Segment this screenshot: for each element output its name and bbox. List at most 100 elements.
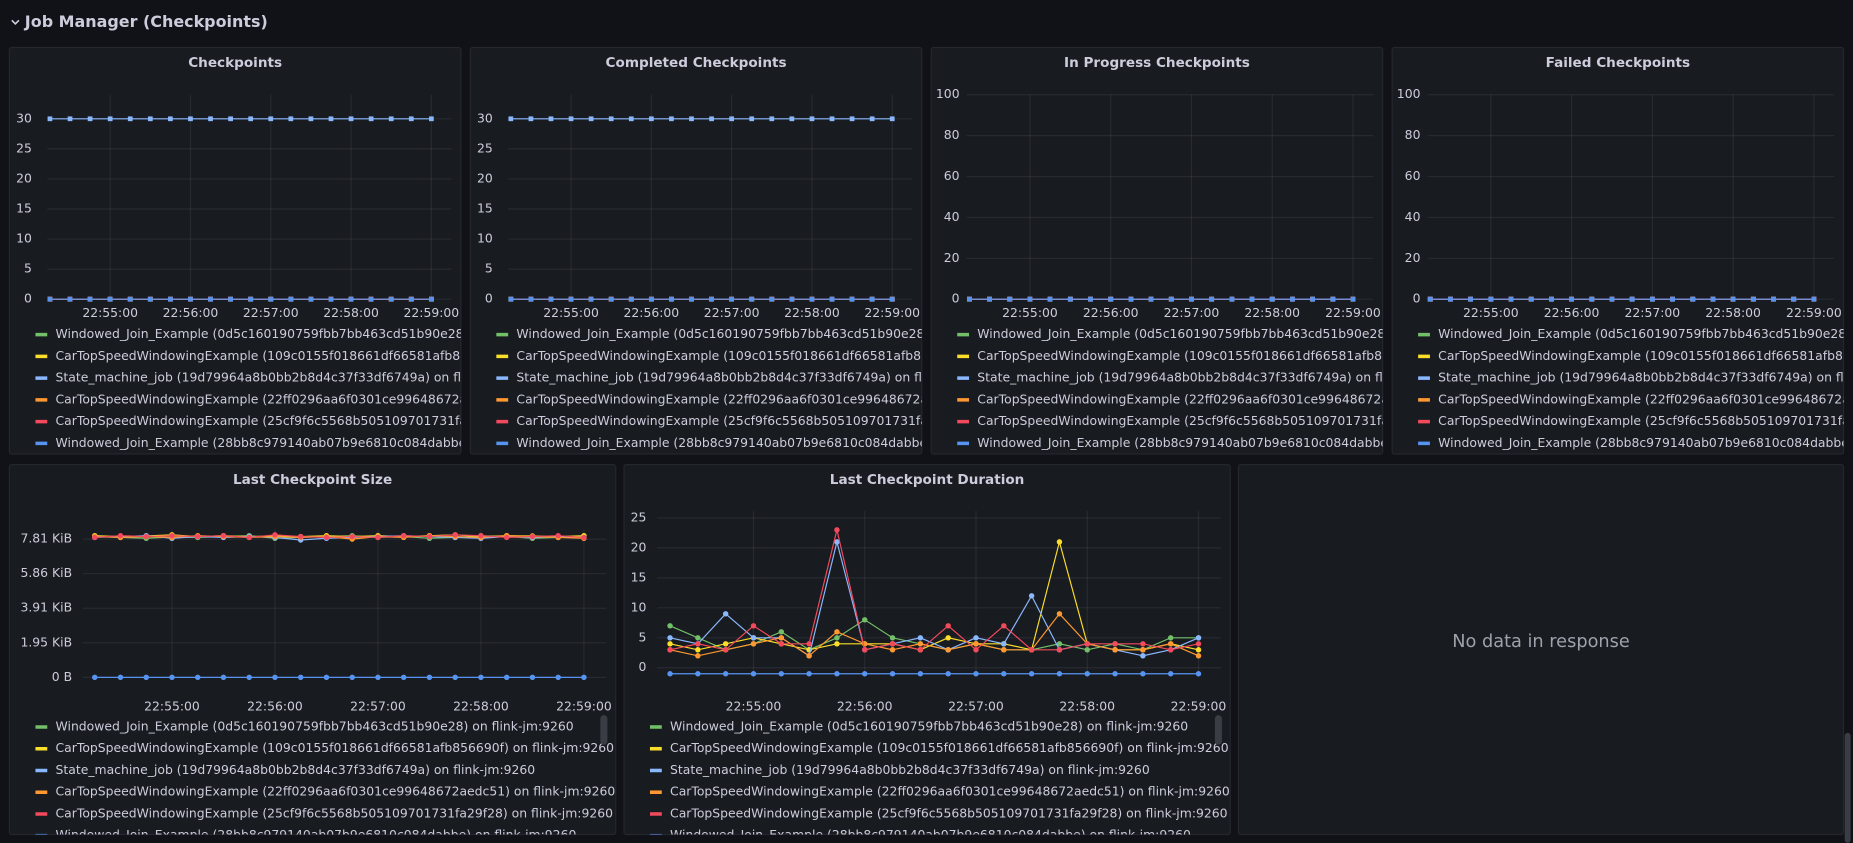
data-point bbox=[568, 296, 574, 302]
row-title[interactable]: Job Manager (Checkpoints) bbox=[24, 12, 268, 31]
data-point bbox=[528, 116, 534, 122]
data-point bbox=[987, 296, 992, 302]
data-point bbox=[945, 671, 951, 677]
data-point bbox=[667, 641, 673, 647]
data-point bbox=[1088, 296, 1093, 302]
y-tick-label: 40 bbox=[1405, 209, 1421, 224]
no-data-message: No data in response bbox=[1452, 632, 1630, 652]
data-point bbox=[917, 635, 924, 641]
data-point bbox=[1195, 647, 1202, 653]
y-tick-label: 0 bbox=[639, 659, 647, 674]
x-tick-label: 22:58:00 bbox=[1244, 305, 1300, 320]
legend-label: State_machine_job (19d79964a8b0bb2b8d4c3… bbox=[670, 762, 1150, 777]
data-point bbox=[272, 532, 278, 538]
legend-label: Windowed_Join_Example (0d5c160190759fbb7… bbox=[56, 718, 574, 733]
data-point bbox=[87, 116, 93, 122]
data-point bbox=[1569, 296, 1574, 302]
data-point bbox=[581, 534, 587, 541]
data-point bbox=[608, 116, 614, 122]
legend-label: Windowed_Join_Example (28bb8c979140ab07b… bbox=[56, 827, 577, 842]
data-point bbox=[568, 116, 574, 122]
data-point bbox=[1589, 296, 1595, 302]
data-point bbox=[349, 533, 355, 540]
legend-label: CarTopSpeedWindowingExample (109c0155f01… bbox=[516, 348, 1075, 363]
data-point bbox=[709, 296, 714, 302]
data-point bbox=[248, 116, 254, 122]
data-point bbox=[1140, 647, 1146, 653]
data-point bbox=[628, 116, 634, 122]
data-point bbox=[375, 674, 381, 681]
data-point bbox=[117, 674, 124, 681]
data-point bbox=[268, 296, 274, 302]
y-tick-label: 5 bbox=[639, 629, 647, 644]
x-tick-label: 22:57:00 bbox=[243, 305, 299, 320]
data-point bbox=[508, 296, 514, 302]
legend-scrollbar[interactable] bbox=[1214, 715, 1222, 745]
legend-label: CarTopSpeedWindowingExample (109c0155f01… bbox=[977, 348, 1536, 363]
panel-content: Completed Checkpoints 0 5 10 15 20 25 30 22:55:0… bbox=[477, 55, 1075, 450]
legend-label: Windowed_Join_Example (0d5c160190759fbb7… bbox=[56, 326, 574, 341]
plot-area bbox=[508, 116, 895, 302]
data-point bbox=[529, 674, 536, 681]
data-point bbox=[1650, 296, 1655, 302]
data-point bbox=[1028, 593, 1035, 599]
data-point bbox=[806, 653, 812, 659]
data-point bbox=[1528, 296, 1534, 302]
panel-title: Completed Checkpoints bbox=[606, 55, 787, 71]
data-point bbox=[1001, 641, 1007, 647]
page-scrollbar[interactable] bbox=[1844, 732, 1851, 843]
data-point bbox=[648, 296, 654, 302]
data-point bbox=[1084, 647, 1090, 653]
series-line bbox=[94, 535, 584, 540]
plot-area bbox=[47, 116, 434, 302]
data-point bbox=[750, 641, 757, 647]
data-point bbox=[47, 116, 53, 122]
panel-content: Failed Checkpoints 0 20 40 60 80 100 22:55:00 22… bbox=[1397, 55, 1844, 450]
data-point bbox=[246, 534, 252, 541]
data-point bbox=[862, 647, 868, 653]
data-point bbox=[581, 674, 587, 681]
x-tick-label: 22:57:00 bbox=[350, 698, 406, 713]
data-point bbox=[1028, 647, 1035, 653]
data-point bbox=[1730, 296, 1736, 302]
data-point bbox=[400, 532, 407, 539]
panel-content: Last Checkpoint Size 0 B 1.95 KiB 3.91 KiB 5… bbox=[20, 472, 615, 842]
data-point bbox=[917, 647, 924, 653]
data-point bbox=[169, 532, 175, 539]
data-point bbox=[1195, 653, 1202, 659]
plot-area bbox=[92, 532, 587, 681]
data-point bbox=[147, 296, 153, 302]
data-point bbox=[1056, 539, 1063, 545]
data-point bbox=[348, 116, 354, 122]
data-point bbox=[388, 116, 394, 122]
data-point bbox=[1056, 641, 1063, 647]
data-point bbox=[729, 116, 735, 122]
data-point bbox=[1427, 296, 1433, 302]
data-point bbox=[789, 116, 795, 122]
data-point bbox=[1140, 671, 1146, 677]
legend-label: Windowed_Join_Example (0d5c160190759fbb7… bbox=[977, 326, 1495, 341]
data-point bbox=[408, 116, 414, 122]
legend-scrollbar[interactable] bbox=[600, 715, 608, 745]
data-point bbox=[967, 296, 972, 302]
data-point bbox=[168, 296, 173, 302]
x-tick-label: 22:57:00 bbox=[1625, 305, 1681, 320]
data-point bbox=[375, 534, 381, 541]
data-point bbox=[1140, 641, 1146, 647]
y-tick-label: 10 bbox=[477, 231, 493, 246]
y-tick-label: 30 bbox=[16, 110, 32, 125]
plot-area bbox=[967, 296, 1356, 302]
x-tick-label: 22:56:00 bbox=[837, 698, 893, 713]
data-point bbox=[849, 116, 855, 122]
panel-title: Checkpoints bbox=[188, 55, 282, 71]
data-point bbox=[426, 533, 433, 540]
x-tick-label: 22:57:00 bbox=[1164, 305, 1220, 320]
data-point bbox=[368, 296, 374, 302]
data-point bbox=[829, 296, 835, 302]
data-point bbox=[555, 674, 561, 681]
data-point bbox=[1629, 296, 1635, 302]
data-point bbox=[869, 116, 875, 122]
collapse-chevron[interactable] bbox=[11, 19, 20, 26]
data-point bbox=[1128, 296, 1134, 302]
